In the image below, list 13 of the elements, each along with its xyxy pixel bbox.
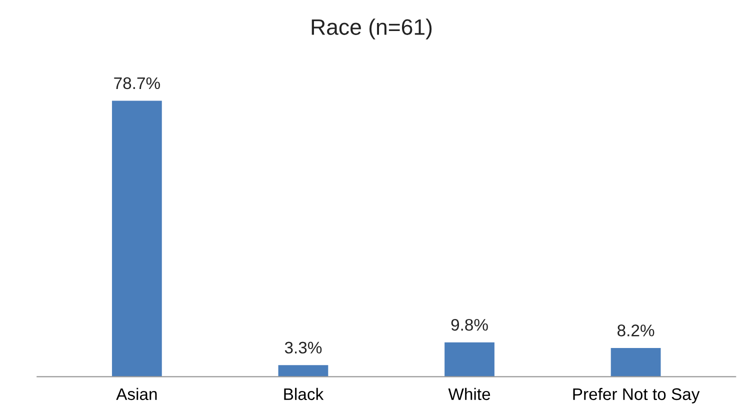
x-tick-label: Black — [284, 388, 324, 400]
x-tick-label: White — [448, 388, 490, 400]
chart-title: Race (n=61) — [312, 18, 432, 40]
bar — [610, 348, 661, 377]
x-tick-label: Asian — [116, 388, 157, 400]
data-label: 8.2% — [618, 324, 654, 336]
data-label: 3.3% — [284, 342, 322, 354]
bar — [278, 365, 328, 377]
bar — [112, 100, 162, 377]
data-label: 9.8% — [451, 318, 488, 331]
bar — [444, 342, 494, 377]
data-label: 78.7% — [114, 77, 160, 90]
x-tick-label: Prefer Not to Say — [573, 388, 700, 404]
